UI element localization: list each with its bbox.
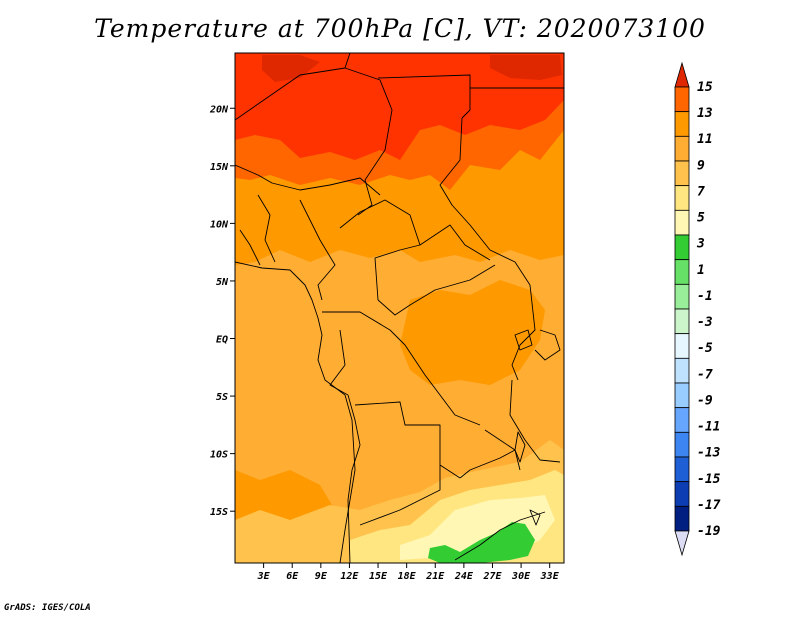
lake-outline [514,431,526,463]
field-band-9-central [400,280,545,385]
border-line [484,429,521,471]
colorbar-label: -17 [697,498,721,513]
border-line [377,264,496,316]
lake-outline [529,509,541,526]
colorbar-label: -7 [697,367,713,382]
border-line [322,311,406,346]
colorbar-label: -1 [697,289,713,304]
field-band-13 [235,53,564,160]
lat-tick-label: 20N [209,104,229,115]
colorbar-swatch [674,135,690,162]
lat-tick-label: 15S [210,507,228,518]
field-band-15-ne [490,55,562,80]
colorbar-swatch [674,333,690,359]
border-line [419,224,491,261]
colorbar-label: 7 [697,184,705,199]
lon-tick-label: 30E [511,571,531,582]
colorbar-swatch [674,283,690,310]
border-line [235,164,381,196]
map-title: Temperature at 700hPa [C], VT: 202007310… [94,14,706,43]
colorbar-swatch [674,308,690,335]
colorbar-label: 15 [697,80,713,95]
border-line [354,401,461,479]
border-line [257,194,276,263]
colorbar: 15 13 11 9 7 5 3 1 -1 -3 -5 -7 -9 -11 -13 -15 -17 -19 [674,61,721,557]
colorbar-top-arrow [674,61,690,88]
colorbar-label: -11 [697,420,720,435]
lat-tick-label: 5N [216,277,229,288]
border-line [404,344,481,426]
coastline [235,261,356,563]
lon-tick-label: 15E [369,571,388,582]
colorbar-swatch [674,234,690,261]
lat-tick-label: 10S [210,450,228,461]
colorbar-swatch [674,160,690,187]
colorbar-label: 3 [696,237,705,252]
colorbar-label: -3 [697,315,713,330]
border-line [509,379,561,463]
lon-tick-label: 24E [454,571,474,582]
colorbar-swatch [674,431,690,458]
colorbar-label: 11 [697,132,713,147]
lat-tick-label: 15N [210,162,229,173]
colorbar-swatch [674,259,690,285]
border-line [454,511,546,561]
border-line [439,117,531,286]
colorbar-swatch [674,505,690,532]
lat-tick-label: EQ [216,335,228,346]
border-line [359,509,401,526]
lon-tick-label: 21E [425,571,445,582]
border-line [235,67,393,216]
map-frame [234,52,565,564]
lon-tick-label: 27E [482,571,502,582]
colorbar-swatch [674,481,690,507]
colorbar-swatch [674,209,690,236]
lon-tick-label: 9E [315,571,328,582]
border-line [511,284,536,381]
lat-tick-label: 10N [210,219,229,230]
colorbar-label: 9 [697,158,705,173]
colorbar-swatch [674,407,690,433]
border-line [339,199,421,301]
temperature-field [235,53,564,563]
border-line [299,199,336,301]
colorbar-label: -15 [697,472,721,487]
colorbar-label: -9 [697,393,713,408]
colorbar-label: 5 [697,211,705,226]
lon-tick-label: 3E [257,571,271,582]
border-line [399,465,441,511]
colorbar-label: 1 [697,263,705,278]
border-line [344,53,351,69]
colorbar-label: 13 [697,106,713,121]
colorbar-swatch [674,111,690,137]
colorbar-bottom-arrow [674,530,690,557]
colorbar-label: -19 [697,524,721,539]
colorbar-swatch [674,185,690,211]
country-borders [235,53,564,563]
lon-tick-label: 18E [398,571,417,582]
colorbar-label: -13 [697,446,721,461]
border-line [239,229,261,266]
field-band-minus1-south [428,522,535,563]
border-line [459,449,516,479]
map-axes: 3E 6E 9E 12E 15E 18E 21E 24E 27E 30E 33E 20N 15N 10N 5… [209,104,560,582]
colorbar-swatch [674,357,690,384]
colorbar-swatch [674,382,690,409]
colorbar-label: -5 [697,341,713,356]
colorbar-swatch [674,456,690,483]
field-band-15-nw [262,55,320,82]
grads-credit: GrADS: IGES/COLA [4,603,91,613]
lon-tick-label: 33E [540,571,560,582]
lon-tick-label: 6E [286,571,299,582]
colorbar-swatch [674,86,690,113]
lon-tick-label: 12E [340,571,359,582]
border-line [534,329,561,361]
lake-outline [514,329,533,351]
lat-tick-label: 5S [216,392,228,403]
border-line [377,74,471,119]
